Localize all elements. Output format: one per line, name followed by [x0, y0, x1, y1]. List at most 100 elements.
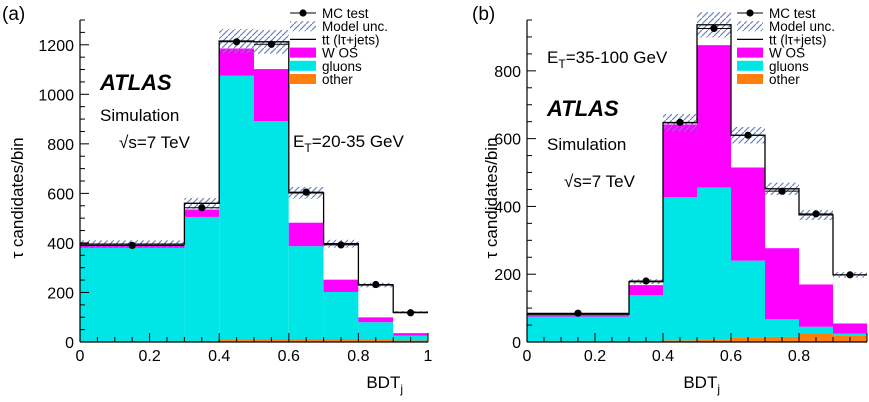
bar-segment — [288, 246, 324, 340]
legend-label: other — [769, 72, 800, 87]
x-tick-label: 0.6 — [278, 348, 300, 365]
mc-test-point — [407, 309, 415, 317]
bar-segment — [358, 322, 394, 340]
simulation-label: Simulation — [547, 135, 626, 154]
legend-label: gluons — [769, 59, 809, 74]
bar-segment — [254, 121, 289, 340]
legend-item: gluons — [290, 59, 362, 74]
y-tick-label: 1000 — [38, 87, 74, 104]
bar-segment — [288, 222, 324, 247]
y-tick-label: 800 — [47, 137, 74, 154]
y-axis-label: τ candidates/bin — [8, 137, 27, 258]
bar-segment — [697, 45, 731, 188]
legend-label: W OS — [769, 46, 805, 61]
legend-swatch — [737, 21, 763, 32]
panel-label: (b) — [472, 4, 495, 25]
legend-item: gluons — [737, 59, 809, 74]
mc-test-point — [372, 280, 380, 289]
legend-item: tt (lτ+jets) — [290, 32, 379, 47]
legend-label: Model unc. — [769, 19, 835, 34]
bar-segment — [833, 274, 867, 324]
mc-test-point — [676, 118, 684, 126]
bar-segment — [323, 291, 359, 340]
x-axis-label: BDTj — [683, 373, 720, 396]
legend-item: MC test — [737, 6, 816, 21]
y-tick-label: 1200 — [38, 38, 74, 55]
y-tick-label: 800 — [494, 64, 521, 81]
panel-label: (a) — [2, 4, 25, 25]
mc-test-point — [128, 241, 136, 249]
legend-swatch — [290, 74, 316, 84]
bar-segment — [663, 197, 697, 341]
mc-test-points — [80, 38, 428, 317]
x-tick-label: 0.6 — [720, 348, 742, 365]
mc-test-point — [198, 204, 206, 212]
x-tick-label: 0.2 — [584, 348, 606, 365]
bar-segment — [358, 317, 394, 323]
legend-item: W OS — [290, 46, 358, 61]
bar-segment — [254, 69, 289, 122]
bar-segment — [629, 295, 663, 342]
x-tick-label: 0 — [76, 348, 85, 365]
bar-segment — [799, 326, 833, 334]
legend-label: W OS — [322, 46, 358, 61]
legend-swatch — [737, 74, 763, 84]
legend-label: gluons — [322, 59, 362, 74]
bar-segment — [731, 167, 765, 261]
bar-segment — [765, 319, 799, 337]
bar-segment — [697, 187, 731, 340]
simulation-label: Simulation — [100, 106, 179, 125]
bar-segment — [663, 124, 697, 198]
x-tick-label: 0 — [523, 348, 532, 365]
bar-segment — [358, 285, 394, 318]
x-axis-label: BDTj — [366, 373, 403, 396]
y-tick-label: 600 — [47, 186, 74, 203]
series-gluons — [80, 75, 428, 342]
x-ticks: 0 0.2 0.4 0.6 0.8 1 — [76, 333, 433, 365]
legend-swatch — [290, 47, 316, 58]
bar-segment — [629, 285, 663, 296]
x-tick-label: 1 — [424, 348, 433, 365]
bar-segment — [184, 209, 220, 217]
y-ticks: 0 200 400 600 800 — [494, 19, 536, 352]
y-tick-label: 0 — [512, 335, 521, 352]
bar-segment — [765, 188, 799, 249]
mc-test-point — [574, 309, 582, 317]
chart-panel-a: (a) τ candidates/bin BDTj 0 0.2 0.4 0.6 0.8 1… — [2, 4, 433, 396]
mc-test-points — [527, 24, 867, 317]
bar-segment — [833, 333, 867, 336]
et-range-label: ET=20-35 GeV — [293, 132, 404, 155]
et-range-label: ET=35-100 GeV — [547, 48, 668, 71]
x-ticks: 0 0.2 0.4 0.6 0.8 — [523, 333, 868, 365]
atlas-label: ATLAS — [546, 96, 619, 121]
chart-panel-b: (b) τ candidates/bin BDTj 0 0.2 0.4 0.6 0.80… — [472, 4, 868, 396]
bar-segment — [323, 279, 359, 292]
bar-segment — [765, 248, 799, 320]
legend-item: other — [290, 72, 353, 87]
bar-segment — [80, 247, 185, 342]
x-tick-label: 0.8 — [788, 348, 810, 365]
energy-label: √s=7 TeV — [564, 172, 636, 191]
mc-test-point — [267, 40, 275, 48]
legend-label: tt (lτ+jets) — [769, 32, 826, 47]
bar-segment — [799, 214, 833, 285]
plot-area: 0 0.2 0.4 0.6 0.8 1 0 200 400 600 800 1000 1200 — [38, 19, 433, 365]
legend-marker — [299, 9, 307, 17]
y-tick-label: 400 — [494, 199, 521, 216]
x-tick-label: 0.4 — [652, 348, 674, 365]
legend-item: tt (lτ+jets) — [737, 32, 826, 47]
bar-segment — [393, 312, 428, 334]
mc-test-point — [710, 24, 718, 33]
plot-area: 0 0.2 0.4 0.6 0.8 0 200 400 600 800 — [494, 12, 868, 365]
atlas-label: ATLAS — [99, 70, 172, 95]
bar-segment — [184, 216, 220, 342]
mc-test-point — [233, 38, 241, 46]
mc-test-point — [337, 241, 345, 249]
mc-test-point — [744, 131, 752, 139]
legend-swatch — [737, 60, 763, 71]
x-tick-label: 0.4 — [208, 348, 230, 365]
mc-test-point — [846, 271, 854, 279]
y-ticks: 0 200 400 600 800 1000 1200 — [38, 19, 89, 352]
